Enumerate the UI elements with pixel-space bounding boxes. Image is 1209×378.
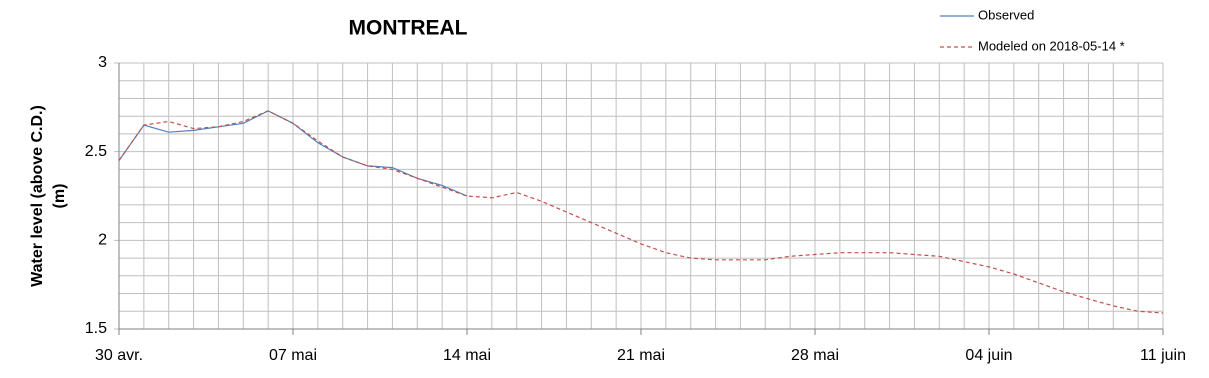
legend-label: Observed (978, 7, 1034, 22)
y-axis-label: Water level (above C.D.) (29, 105, 46, 287)
x-tick-label: 28 mai (791, 347, 839, 364)
data-line (118, 110, 1164, 314)
y-tick-label: 2 (98, 232, 107, 249)
x-tick-label: 14 mai (443, 347, 491, 364)
y-axis-label: (m) (51, 184, 68, 209)
x-tick-label: 30 avr. (95, 347, 143, 364)
legend-label: Modeled on 2018-05-14 * (978, 38, 1125, 53)
y-tick-label: 3 (98, 54, 107, 71)
y-tick-label: 1.5 (85, 320, 107, 337)
x-tick-label: 07 mai (269, 347, 317, 364)
y-tick-label: 2.5 (85, 143, 107, 160)
x-tick-label: 11 juin (1140, 347, 1186, 364)
chart-title: MONTREAL (349, 17, 468, 40)
x-tick-label: 21 mai (617, 347, 665, 364)
x-tick-label: 04 juin (965, 347, 1012, 364)
